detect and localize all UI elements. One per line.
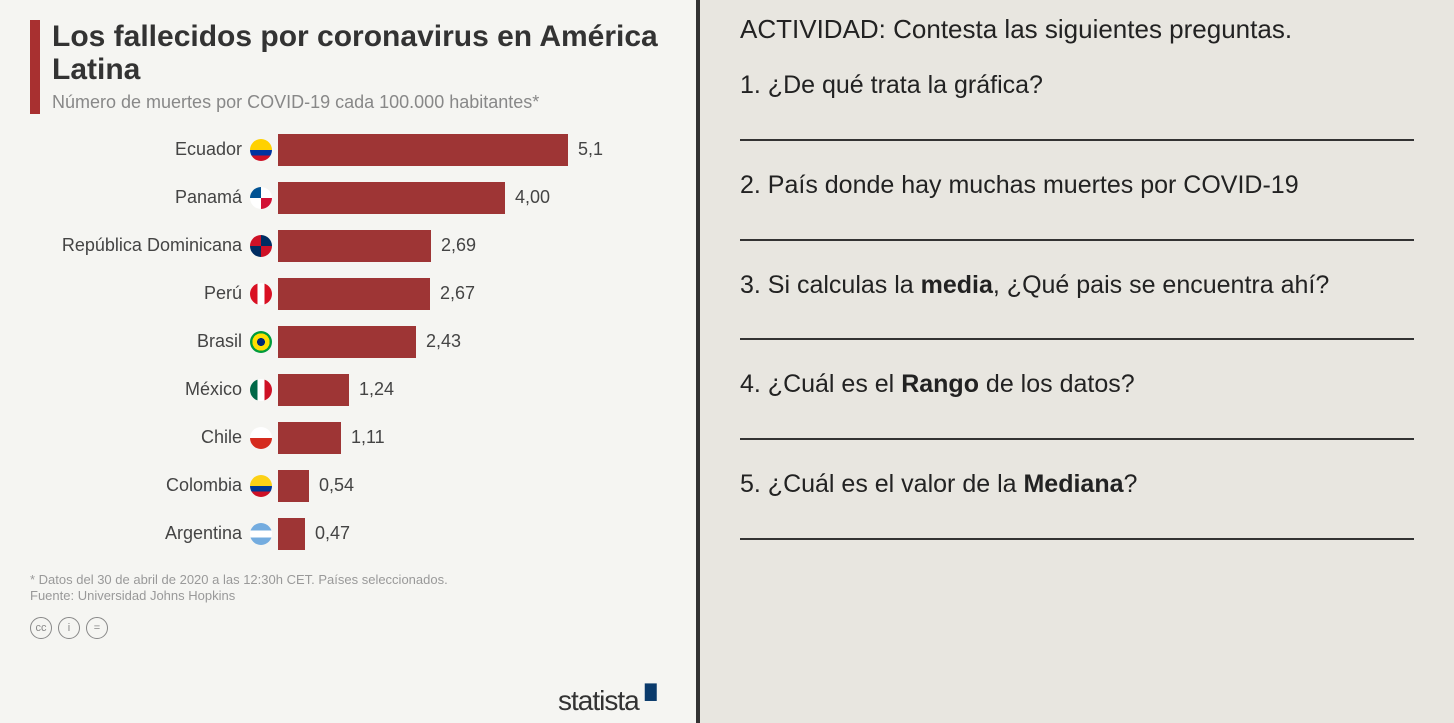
bar-track: 1,11 [278, 422, 666, 454]
bar-row: Argentina 0,47 [40, 516, 666, 552]
bar-track: 5,1 [278, 134, 666, 166]
flag-icon [250, 475, 272, 497]
brand-logo: statista ▘ [558, 684, 666, 717]
answer-line [740, 213, 1414, 241]
title-block: Los fallecidos por coronavirus en Améric… [30, 20, 666, 114]
bar-fill [278, 326, 416, 358]
bar-fill [278, 134, 568, 166]
bar-value: 2,67 [430, 283, 475, 304]
question: 2. País donde hay muchas muertes por COV… [740, 169, 1414, 203]
bar-track: 4,00 [278, 182, 666, 214]
activity-panel: ACTIVIDAD: Contesta las siguientes pregu… [700, 0, 1454, 723]
license-badge-icon: i [58, 617, 80, 639]
activity-heading: ACTIVIDAD: Contesta las siguientes pregu… [740, 14, 1414, 45]
question-list: 1. ¿De qué trata la gráfica? 2. País dond… [740, 69, 1414, 540]
chart-title: Los fallecidos por coronavirus en Améric… [52, 20, 666, 86]
bar-row: Colombia 0,54 [40, 468, 666, 504]
footnote-line: * Datos del 30 de abril de 2020 a las 12… [30, 572, 666, 589]
question: 1. ¿De qué trata la gráfica? [740, 69, 1414, 103]
answer-line [740, 412, 1414, 440]
answer-line [740, 312, 1414, 340]
footnote: * Datos del 30 de abril de 2020 a las 12… [30, 572, 666, 606]
bar-value: 1,11 [341, 427, 385, 448]
country-label: Colombia [40, 475, 250, 496]
flag-icon [250, 379, 272, 401]
answer-line [740, 113, 1414, 141]
bar-fill [278, 470, 309, 502]
bar-row: México 1,24 [40, 372, 666, 408]
bar-value: 5,1 [568, 139, 603, 160]
answer-line [740, 512, 1414, 540]
country-label: Chile [40, 427, 250, 448]
bar-chart: Ecuador 5,1 Panamá 4,00 República Dominicana… [40, 132, 666, 552]
bar-value: 2,43 [416, 331, 461, 352]
bar-fill [278, 374, 349, 406]
bar-row: Brasil 2,43 [40, 324, 666, 360]
country-label: Panamá [40, 187, 250, 208]
bar-row: República Dominicana 2,69 [40, 228, 666, 264]
country-label: Perú [40, 283, 250, 304]
license-badge-icon: cc [30, 617, 52, 639]
bar-fill [278, 422, 341, 454]
country-label: Argentina [40, 523, 250, 544]
question: 4. ¿Cuál es el Rango de los datos? [740, 368, 1414, 402]
flag-icon [250, 427, 272, 449]
bar-row: Perú 2,67 [40, 276, 666, 312]
bar-fill [278, 230, 431, 262]
bar-track: 0,47 [278, 518, 666, 550]
flag-icon [250, 523, 272, 545]
question: 5. ¿Cuál es el valor de la Mediana? [740, 468, 1414, 502]
bar-value: 0,54 [309, 475, 354, 496]
country-label: Brasil [40, 331, 250, 352]
bar-value: 4,00 [505, 187, 550, 208]
bar-row: Ecuador 5,1 [40, 132, 666, 168]
bar-value: 0,47 [305, 523, 350, 544]
bar-track: 0,54 [278, 470, 666, 502]
flag-icon [250, 187, 272, 209]
chart-subtitle: Número de muertes por COVID-19 cada 100.… [52, 92, 666, 114]
bar-track: 2,43 [278, 326, 666, 358]
flag-icon [250, 283, 272, 305]
country-label: Ecuador [40, 139, 250, 160]
chart-panel: Los fallecidos por coronavirus en Améric… [0, 0, 700, 723]
bar-row: Chile 1,11 [40, 420, 666, 456]
bar-value: 1,24 [349, 379, 394, 400]
flag-icon [250, 139, 272, 161]
flag-icon [250, 331, 272, 353]
question: 3. Si calculas la media, ¿Qué pais se en… [740, 269, 1414, 303]
bar-fill [278, 182, 505, 214]
bar-value: 2,69 [431, 235, 476, 256]
bar-track: 2,69 [278, 230, 666, 262]
footnote-line: Fuente: Universidad Johns Hopkins [30, 588, 666, 605]
flag-icon [250, 235, 272, 257]
bar-fill [278, 278, 430, 310]
country-label: México [40, 379, 250, 400]
country-label: República Dominicana [40, 235, 250, 256]
bar-track: 1,24 [278, 374, 666, 406]
bar-fill [278, 518, 305, 550]
bar-track: 2,67 [278, 278, 666, 310]
license-badges: cci = [30, 617, 666, 639]
bar-row: Panamá 4,00 [40, 180, 666, 216]
license-badge-icon: = [86, 617, 108, 639]
